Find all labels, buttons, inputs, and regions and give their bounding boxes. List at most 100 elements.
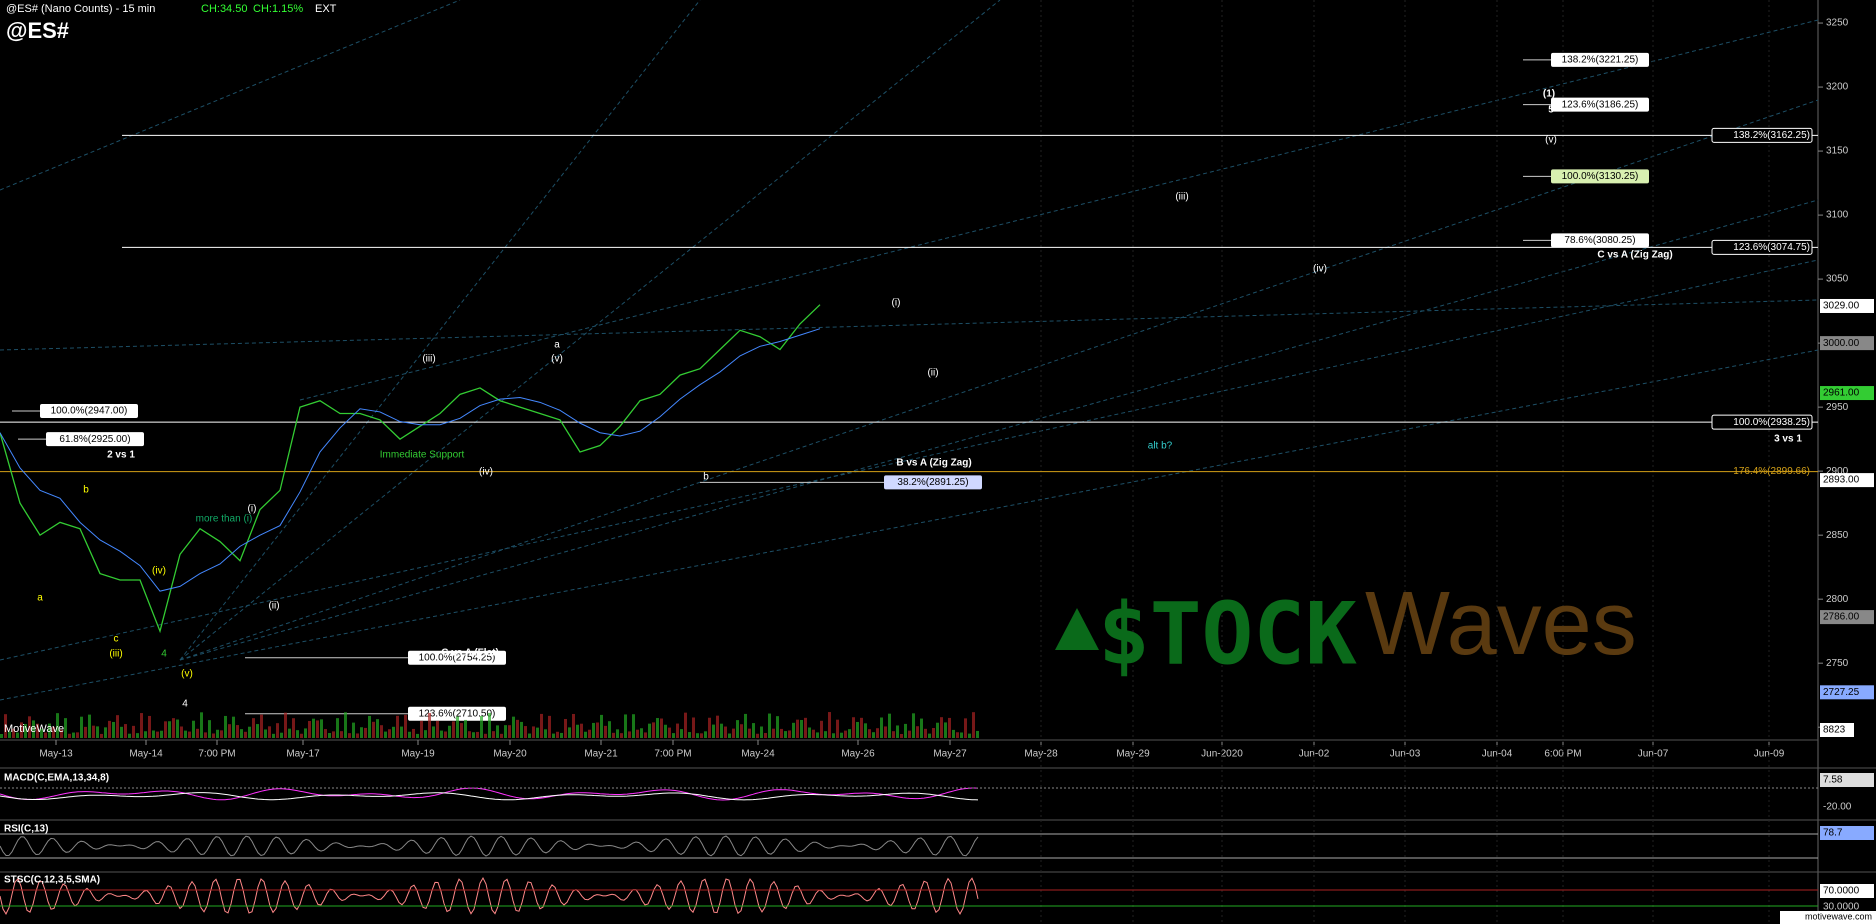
volume-bar xyxy=(544,729,547,738)
watermark: Waves xyxy=(1365,574,1637,674)
volume-bar xyxy=(496,725,499,738)
volume-bar xyxy=(720,723,723,738)
volume-bar xyxy=(812,729,815,738)
y-tick-label: 2800 xyxy=(1826,594,1849,605)
price-tag-box xyxy=(1820,298,1874,313)
price-line xyxy=(0,304,821,634)
fib-label: 100.0%(2754.25) xyxy=(419,652,496,663)
macd-title: MACD(C,EMA,13,34,8) xyxy=(4,773,109,784)
volume-bar xyxy=(136,733,139,738)
volume-bar xyxy=(680,729,683,738)
volume-bar xyxy=(676,723,679,738)
volume-bar xyxy=(552,733,555,738)
volume-bar xyxy=(612,732,615,738)
x-tick-label: May-21 xyxy=(584,749,618,760)
y-tick-label: 3050 xyxy=(1826,274,1849,285)
volume-bar xyxy=(484,733,487,738)
volume-bar xyxy=(716,715,719,738)
fib-label: 100.0%(3130.25) xyxy=(1562,171,1639,182)
volume-bar xyxy=(8,731,11,738)
volume-bar xyxy=(500,733,503,738)
brand: MotiveWave xyxy=(4,723,64,735)
volume-bar xyxy=(732,728,735,738)
volume-bar xyxy=(892,731,895,738)
volume-bar xyxy=(56,713,59,738)
volume-bar xyxy=(360,727,363,738)
volume-bar xyxy=(912,713,915,738)
y-tick-label: 2850 xyxy=(1826,530,1849,541)
volume-bar xyxy=(956,732,959,738)
volume-bar xyxy=(948,717,951,738)
volume-bar xyxy=(976,730,979,738)
volume-bar xyxy=(92,725,95,738)
volume-bar xyxy=(492,731,495,738)
x-tick-label: May-24 xyxy=(741,749,775,760)
volume-bar xyxy=(800,720,803,738)
fan-line xyxy=(0,299,1819,351)
fib-label: 61.8%(2925.00) xyxy=(59,434,130,445)
volume-bar xyxy=(792,722,795,738)
volume-bar xyxy=(896,725,899,738)
x-tick-label: Jun-07 xyxy=(1638,749,1669,760)
wave-label: B vs A (Zig Zag) xyxy=(896,458,971,469)
volume-bar xyxy=(904,723,907,738)
price-tag: 3000.00 xyxy=(1823,338,1860,349)
wave-label: a xyxy=(554,340,560,351)
volume-bar xyxy=(572,713,575,738)
volume-bar xyxy=(304,728,307,738)
volume-bar xyxy=(636,729,639,738)
volume-bar xyxy=(16,732,19,738)
y-tick-label: 3150 xyxy=(1826,146,1849,157)
x-tick-label: May-14 xyxy=(129,749,163,760)
volume-bar xyxy=(540,713,543,738)
volume-bar xyxy=(556,731,559,738)
x-tick-label: Jun-09 xyxy=(1754,749,1785,760)
volume-bar xyxy=(72,732,75,738)
volume-bar xyxy=(640,728,643,738)
volume-bar xyxy=(744,713,747,738)
volume-bar xyxy=(312,718,315,738)
volume-bar xyxy=(188,731,191,738)
wave-label: (v) xyxy=(1545,135,1557,146)
volume-bar xyxy=(940,717,943,738)
volume-bar xyxy=(112,721,115,738)
fib-box xyxy=(1551,97,1649,112)
x-tick-label: May-26 xyxy=(841,749,875,760)
volume-tag-box xyxy=(1820,723,1854,737)
volume-bar xyxy=(968,733,971,738)
volume-bar xyxy=(696,733,699,738)
volume-bar xyxy=(24,724,27,738)
volume-bar xyxy=(52,726,55,738)
x-tick-label: May-29 xyxy=(1116,749,1150,760)
volume-bar xyxy=(852,717,855,738)
volume-bar xyxy=(460,723,463,738)
volume-bar xyxy=(652,722,655,738)
price-tag-box xyxy=(1820,685,1874,700)
volume-bar xyxy=(456,716,459,738)
fib-box xyxy=(1551,169,1649,184)
volume-bar xyxy=(692,717,695,738)
volume-bar xyxy=(756,733,759,738)
fib-label: 123.6%(2710.50) xyxy=(419,708,496,719)
volume-bar xyxy=(440,730,443,738)
wave-label: (1) xyxy=(1543,89,1555,100)
volume-bar xyxy=(916,726,919,738)
volume-bar xyxy=(252,718,255,738)
volume-bar xyxy=(228,724,231,738)
wave-label: 4 xyxy=(161,649,167,660)
volume-bar xyxy=(908,730,911,738)
volume-bar xyxy=(668,727,671,738)
volume-bar xyxy=(740,724,743,738)
volume-bar xyxy=(288,728,291,738)
volume-bar xyxy=(704,731,707,738)
volume-bar xyxy=(920,718,923,738)
volume-bar xyxy=(172,718,175,738)
fib-box xyxy=(408,650,506,665)
indicator-tag: 30.0000 xyxy=(1823,902,1860,913)
watermark: $TOCK xyxy=(1098,584,1357,684)
volume-bar xyxy=(408,731,411,738)
price-tag-box xyxy=(1820,336,1874,351)
volume-bar xyxy=(144,731,147,738)
wave-label: alt b? xyxy=(1148,441,1173,452)
